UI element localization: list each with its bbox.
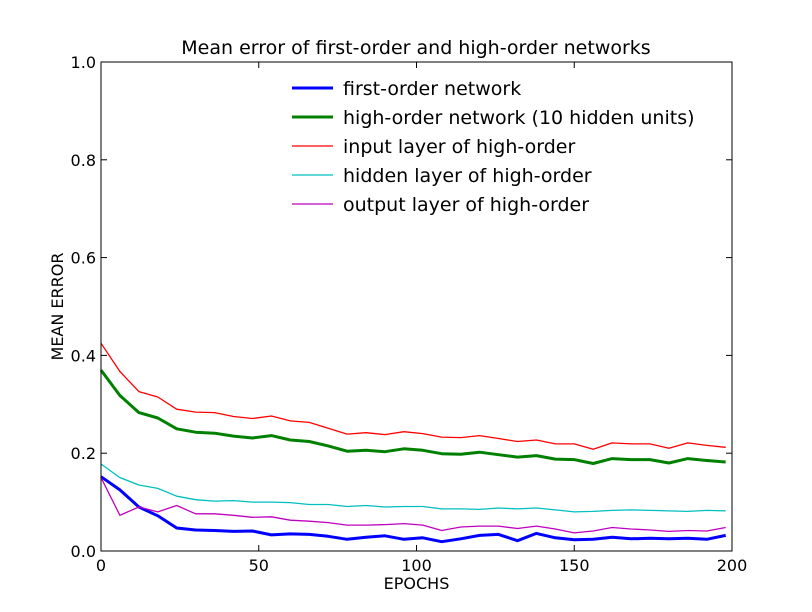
legend-label: high-order network (10 hidden units) xyxy=(343,107,695,129)
series-line-2 xyxy=(99,369,726,465)
legend-label: output layer of high-order xyxy=(343,194,589,216)
x-tick-label: 150 xyxy=(559,556,590,575)
y-tick-label: 0.4 xyxy=(71,346,96,365)
x-tick-label: 100 xyxy=(401,556,432,575)
plot-area xyxy=(99,342,727,544)
y-tick-label: 0.2 xyxy=(71,444,96,463)
x-axis-title: EPOCHS xyxy=(384,574,450,593)
series-line-5 xyxy=(100,477,726,534)
y-tick-label: 1.0 xyxy=(71,53,96,72)
y-tick-label: 0.8 xyxy=(71,151,96,170)
legend-label: first-order network xyxy=(343,78,521,100)
x-tick-label: 200 xyxy=(717,556,748,575)
x-tick-label: 0 xyxy=(96,556,106,575)
legend-label: hidden layer of high-order xyxy=(343,165,592,187)
y-axis-title: MEAN ERROR xyxy=(48,253,67,361)
legend: first-order network high-order network (1… xyxy=(292,78,695,216)
series-line-1 xyxy=(100,475,727,544)
y-tick-label: 0.6 xyxy=(71,249,96,268)
x-tick-label: 50 xyxy=(249,556,269,575)
legend-label: input layer of high-order xyxy=(343,136,575,158)
series-line-4 xyxy=(100,463,726,513)
axis-ticks: 0 50 100 150 200 0.0 0.2 0.4 0.6 0.8 1.0 xyxy=(71,53,748,575)
series-line-3 xyxy=(100,342,726,450)
chart-title: Mean error of first-order and high-order… xyxy=(181,37,650,59)
y-tick-label: 0.0 xyxy=(71,542,96,561)
